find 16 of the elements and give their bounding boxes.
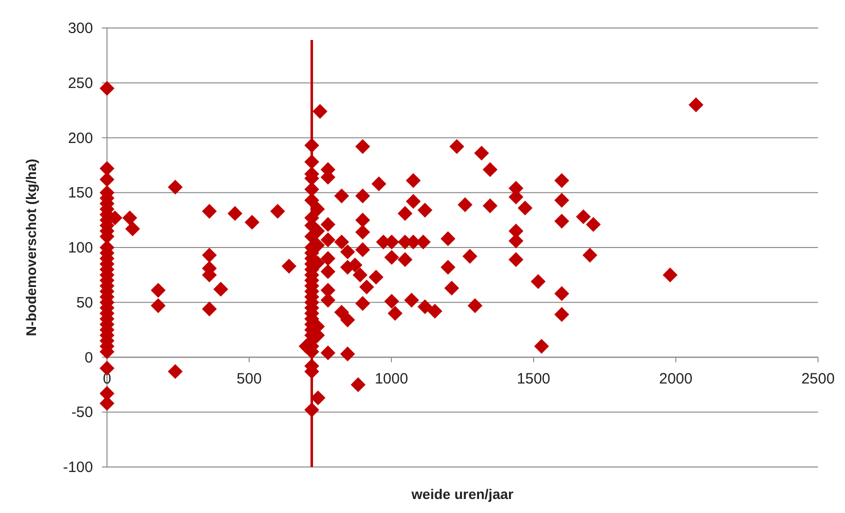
y-tick-label: -50 xyxy=(71,404,93,422)
x-tick-label: 1500 xyxy=(516,370,550,388)
x-tick-label: 2000 xyxy=(659,370,692,388)
y-axis-title: N-bodemoverschot (kg/ha) xyxy=(23,158,39,336)
y-tick-label: 200 xyxy=(68,130,93,147)
y-tick-label: 150 xyxy=(68,184,93,202)
y-tick-label: 100 xyxy=(68,240,93,256)
y-tick-label: 50 xyxy=(76,294,93,312)
y-tick-label: 250 xyxy=(68,74,93,92)
x-tick-label: 1000 xyxy=(374,370,408,388)
y-tick-label: 0 xyxy=(84,349,93,366)
x-tick-label: 2500 xyxy=(801,370,835,388)
y-tick-label: 300 xyxy=(68,20,93,37)
x-axis-title: weide uren/jaar xyxy=(410,486,514,502)
x-tick-label: 500 xyxy=(236,370,262,388)
y-tick-label: -100 xyxy=(62,459,93,476)
